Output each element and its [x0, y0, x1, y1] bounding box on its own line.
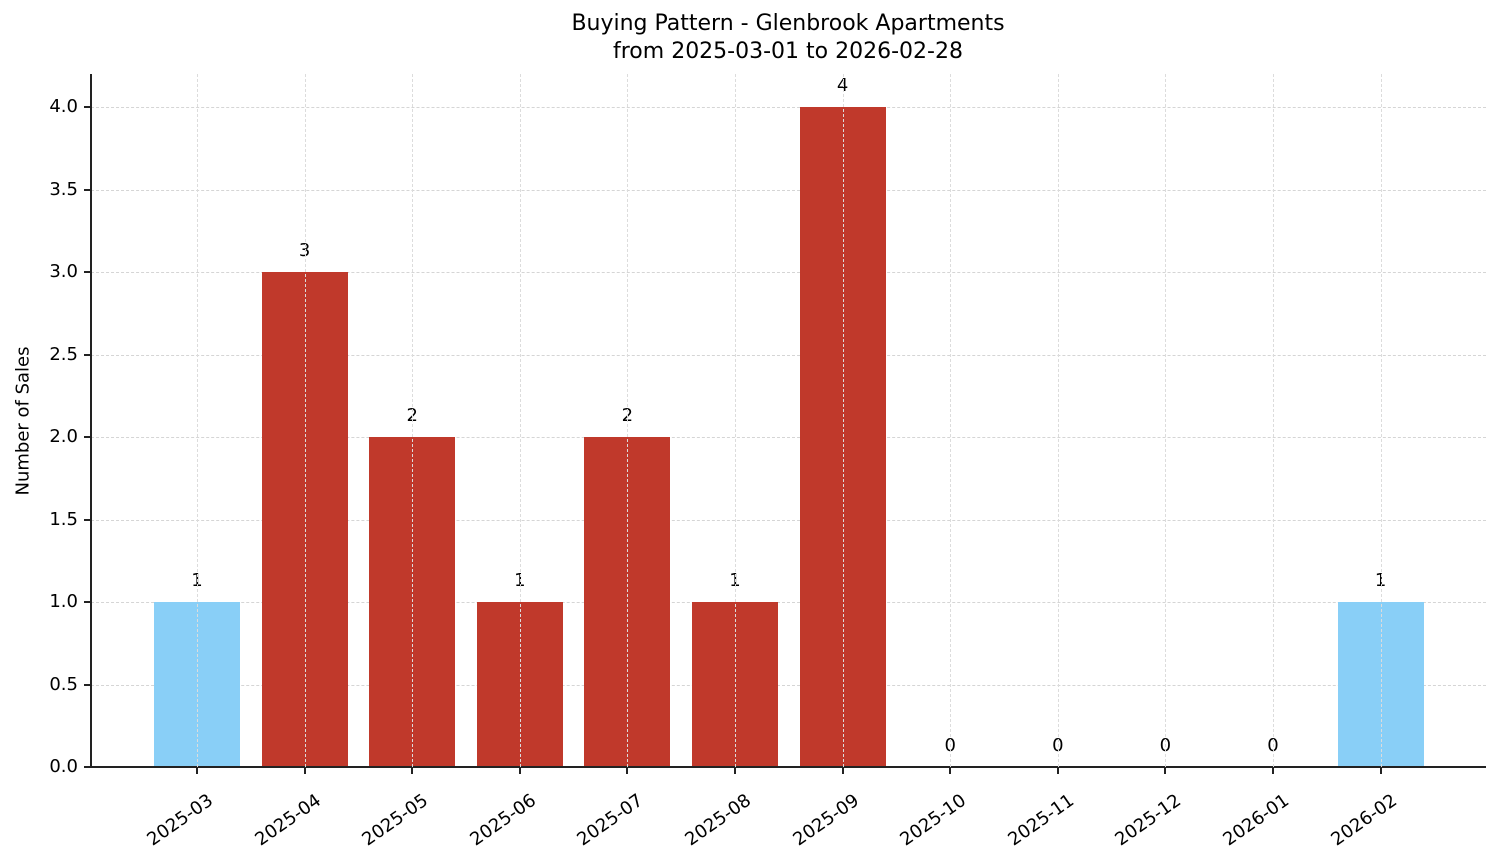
h-gridline — [91, 684, 1486, 686]
v-gridline — [304, 74, 306, 767]
x-tick-label: 2025-05 — [358, 790, 433, 851]
x-tick-label: 2025-07 — [573, 790, 648, 851]
h-gridline — [91, 519, 1486, 521]
x-tick-label: 2025-12 — [1111, 790, 1186, 851]
x-tick-mark — [411, 768, 414, 774]
y-axis-line — [90, 74, 92, 768]
x-tick-mark — [1164, 768, 1167, 774]
y-tick-mark — [84, 106, 90, 108]
bar-value-label: 0 — [1267, 735, 1279, 756]
y-tick-label: 3.5 — [49, 178, 78, 200]
bar-value-label: 1 — [514, 570, 526, 591]
y-tick-mark — [84, 353, 90, 356]
y-tick-label: 0.0 — [49, 756, 78, 777]
x-axis-line — [90, 766, 1486, 768]
h-gridline — [91, 107, 1486, 108]
bar-value-label: 1 — [191, 570, 203, 591]
h-gridline — [91, 189, 1486, 191]
h-gridline — [91, 437, 1486, 438]
h-gridline — [91, 354, 1486, 356]
x-tick-mark — [841, 768, 844, 774]
v-gridline — [1165, 74, 1167, 767]
h-gridline — [91, 272, 1486, 273]
x-tick-mark — [949, 768, 952, 774]
x-tick-label: 2025-10 — [896, 790, 971, 851]
v-gridline — [950, 74, 952, 767]
plot-area: 1 3 2 1 2 1 4 0 0 0 0 1 — [91, 74, 1486, 767]
x-tick-mark — [1272, 768, 1274, 774]
y-tick-mark — [84, 518, 90, 521]
y-axis-label: Number of Sales — [12, 346, 34, 496]
x-tick-mark — [626, 768, 629, 774]
y-tick-mark — [84, 766, 90, 768]
x-tick-label: 2026-01 — [1219, 790, 1294, 851]
x-tick-mark — [1056, 768, 1059, 774]
y-tick-label: 1.0 — [49, 591, 78, 612]
x-tick-label: 2026-02 — [1326, 790, 1401, 851]
y-tick-mark — [84, 683, 90, 686]
bar-value-label: 0 — [944, 735, 956, 756]
x-tick-mark — [518, 768, 521, 774]
bar-value-label: 2 — [621, 405, 634, 426]
y-tick-mark — [84, 601, 90, 603]
y-tick-label: 1.5 — [49, 508, 78, 530]
y-tick-mark — [84, 271, 90, 273]
x-tick-label: 2025-09 — [788, 790, 863, 851]
v-gridline — [1273, 74, 1274, 767]
y-tick-label: 4.0 — [49, 96, 78, 117]
chart-title: Buying Pattern - Glenbrook Apartments fr… — [0, 10, 1501, 66]
v-gridline — [735, 74, 736, 767]
y-tick-mark — [84, 188, 90, 191]
chart-subtitle: from 2025-03-01 to 2026-02-28 — [613, 39, 963, 64]
x-tick-label: 2025-06 — [466, 790, 540, 851]
h-gridline — [91, 602, 1486, 603]
y-tick-label: 2.0 — [49, 426, 78, 447]
v-gridline — [1380, 74, 1382, 767]
bar-value-label: 4 — [836, 75, 849, 96]
x-tick-label: 2025-04 — [250, 790, 325, 851]
v-gridline — [842, 74, 844, 767]
v-gridline — [412, 74, 414, 767]
bar-value-label: 0 — [1052, 735, 1064, 756]
bar-value-label: 1 — [729, 570, 741, 591]
v-gridline — [627, 74, 629, 767]
x-tick-mark — [196, 768, 198, 774]
x-tick-label: 2025-11 — [1004, 790, 1078, 851]
x-tick-label: 2025-08 — [681, 790, 756, 851]
x-tick-mark — [1379, 768, 1382, 774]
v-gridline — [197, 74, 198, 767]
y-tick-label: 0.5 — [49, 673, 78, 695]
chart-title-main: Buying Pattern - Glenbrook Apartments — [571, 11, 1005, 36]
y-tick-label: 2.5 — [49, 343, 78, 365]
v-gridline — [1057, 74, 1059, 767]
y-tick-label: 3.0 — [49, 261, 78, 282]
bar-value-label: 1 — [1374, 570, 1387, 591]
y-tick-mark — [84, 436, 90, 438]
bar-value-label: 0 — [1159, 735, 1172, 756]
x-tick-mark — [303, 768, 306, 774]
bar-value-label: 2 — [406, 405, 418, 426]
x-tick-label: 2025-03 — [143, 790, 218, 851]
bar-value-label: 3 — [298, 240, 311, 261]
v-gridline — [519, 74, 521, 767]
x-tick-mark — [734, 768, 736, 774]
